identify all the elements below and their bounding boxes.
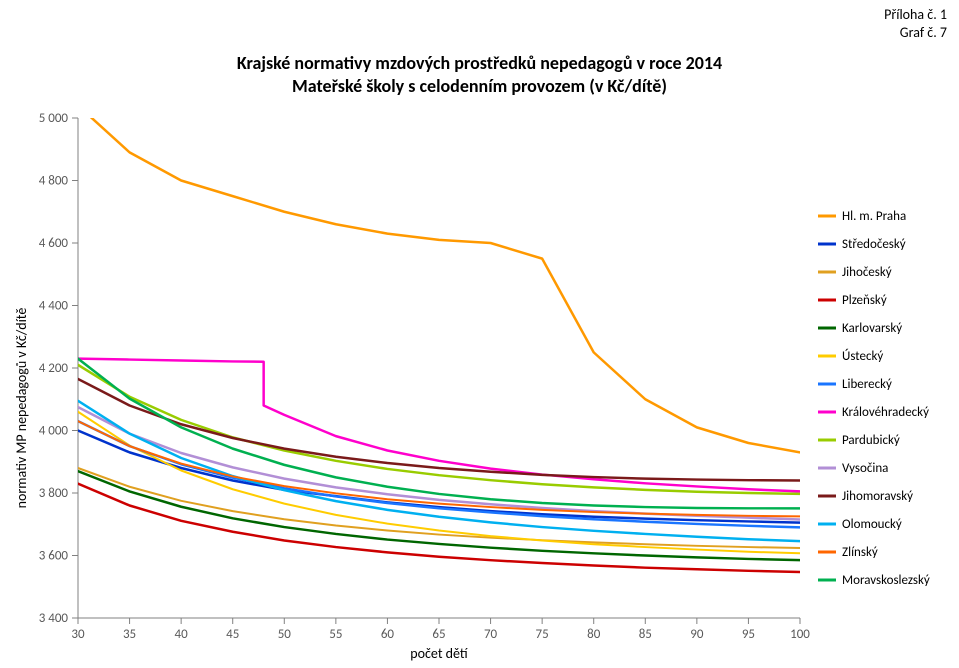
svg-text:90: 90 — [690, 627, 704, 642]
svg-text:55: 55 — [329, 627, 342, 642]
svg-text:5 000: 5 000 — [39, 111, 69, 126]
svg-text:4 000: 4 000 — [39, 424, 69, 439]
svg-text:30: 30 — [71, 627, 85, 642]
svg-text:35: 35 — [123, 627, 136, 642]
legend-label: Zlínský — [842, 545, 878, 560]
legend-label: Královéhradecký — [842, 405, 929, 420]
svg-text:4 800: 4 800 — [39, 174, 69, 189]
legend-label: Karlovarský — [842, 321, 902, 336]
svg-text:75: 75 — [536, 627, 549, 642]
svg-text:4 200: 4 200 — [39, 361, 69, 376]
svg-text:počet dětí: počet dětí — [410, 645, 468, 662]
chart-area: 3 400 3 600 3 800 4 000 4 200 4 400 4 600 4 800… — [0, 0, 959, 668]
legend-label: Ústecký — [842, 349, 883, 364]
svg-text:3 800: 3 800 — [39, 486, 69, 501]
svg-text:3 400: 3 400 — [39, 611, 69, 626]
legend-label: Hl. m. Praha — [842, 209, 906, 224]
legend-label: Moravskoslezský — [842, 573, 930, 588]
svg-text:normativ MP nepedagogů v Kč/dí: normativ MP nepedagogů v Kč/dítě — [13, 308, 30, 509]
legend-label: Jihomoravský — [842, 489, 913, 504]
chart-svg: 3 400 3 600 3 800 4 000 4 200 4 400 4 600 4 800… — [0, 0, 959, 668]
svg-text:65: 65 — [432, 627, 445, 642]
svg-text:70: 70 — [484, 627, 498, 642]
svg-text:40: 40 — [175, 627, 189, 642]
svg-text:50: 50 — [278, 627, 292, 642]
svg-text:100: 100 — [790, 627, 810, 642]
legend-label: Olomoucký — [842, 517, 902, 532]
svg-text:80: 80 — [587, 627, 601, 642]
legend-label: Jihočeský — [842, 265, 892, 280]
svg-text:60: 60 — [381, 627, 395, 642]
svg-text:4 400: 4 400 — [39, 299, 69, 314]
legend-label: Plzeňský — [842, 293, 887, 308]
svg-text:3 600: 3 600 — [39, 549, 69, 564]
legend-label: Vysočina — [842, 461, 888, 476]
svg-text:4 600: 4 600 — [39, 236, 69, 251]
legend-label: Středočeský — [842, 237, 906, 252]
legend-label: Pardubický — [842, 433, 900, 448]
svg-text:45: 45 — [226, 627, 239, 642]
svg-text:95: 95 — [742, 627, 755, 642]
svg-text:85: 85 — [639, 627, 652, 642]
legend-label: Liberecký — [842, 377, 892, 392]
